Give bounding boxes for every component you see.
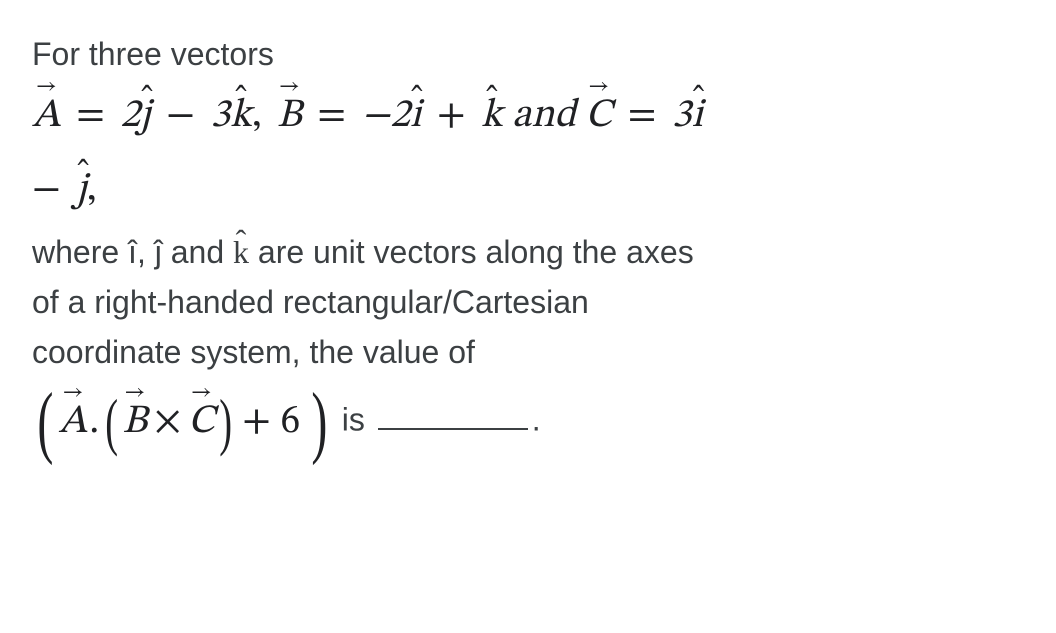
big-expression: ( A. ( B × C ) + 6 ) xyxy=(32,386,333,458)
coef-3: 3 xyxy=(210,96,230,136)
expression-line: ( A. ( B × C ) + 6 ) is . xyxy=(32,386,1024,458)
comma-1: , xyxy=(252,96,268,136)
explain-line-3: coordinate system, the value of xyxy=(32,328,1024,376)
j-hat-1: j xyxy=(140,80,151,152)
and-word: and xyxy=(512,96,585,136)
outer-paren-left: ( xyxy=(37,386,53,458)
inner-paren-right: ) xyxy=(219,393,232,451)
k-hat-1: k xyxy=(230,80,252,152)
where-text-a: where î, ĵ and xyxy=(32,234,233,270)
vector-definitions-line2: − j, xyxy=(32,154,1024,226)
equals-3: = xyxy=(622,96,663,136)
vector-B: B xyxy=(277,80,302,152)
explain-line-1: where î, ĵ and k are unit vectors along … xyxy=(32,228,1024,276)
plus-6: + 6 xyxy=(236,386,306,458)
minus-2: − xyxy=(32,170,67,210)
vector-A: A xyxy=(32,80,61,152)
vector-C-expr: C xyxy=(188,386,215,458)
vector-B-expr: B xyxy=(123,386,148,458)
cross-op: × xyxy=(147,386,188,458)
equals-1: = xyxy=(70,96,111,136)
intro-line: For three vectors xyxy=(32,30,1024,78)
where-text-b: are unit vectors along the axes xyxy=(249,234,694,270)
explain-2-text: of a right-handed rectangular/Cartesian xyxy=(32,284,589,320)
dot-op: . xyxy=(87,386,101,458)
vector-A-expr: A xyxy=(59,386,88,458)
explain-3-text: coordinate system, the value of xyxy=(32,334,475,370)
k-hat-text: k xyxy=(233,228,249,276)
vector-C: C xyxy=(585,80,612,152)
coef-2: 2 xyxy=(120,96,140,136)
equals-2: = xyxy=(311,96,352,136)
coef-3b: 3 xyxy=(672,96,692,136)
k-hat-2: k xyxy=(481,80,503,152)
explain-line-2: of a right-handed rectangular/Cartesian xyxy=(32,278,1024,326)
answer-blank[interactable] xyxy=(378,428,528,430)
j-hat-2: j xyxy=(76,154,87,226)
inner-paren-left: ( xyxy=(105,393,118,451)
vector-definitions-line1: A = 2j − 3k, B = −2i + k and C = 3i xyxy=(32,80,1024,152)
minus-1: − xyxy=(160,96,201,136)
outer-paren-right: ) xyxy=(312,386,328,458)
plus-1: + xyxy=(431,96,472,136)
is-text: is xyxy=(342,401,374,437)
final-period: . xyxy=(532,401,541,437)
i-hat-2: i xyxy=(692,80,703,152)
i-hat-1: i xyxy=(410,80,421,152)
neg-2: −2 xyxy=(361,96,410,136)
